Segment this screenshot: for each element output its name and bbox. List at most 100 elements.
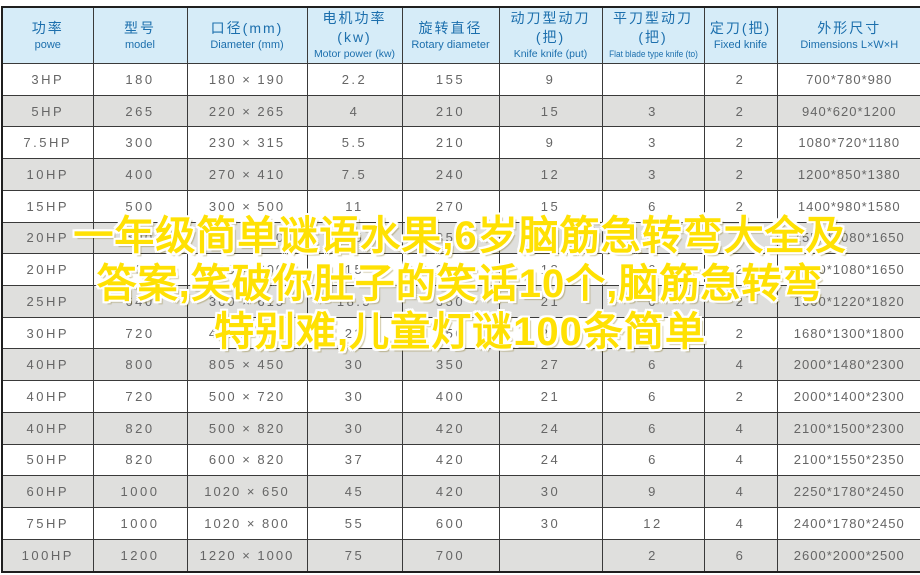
cell-knife: 9	[498, 63, 603, 96]
cell-flat: 6	[601, 380, 705, 413]
cell-power: 7.5HP	[1, 126, 94, 160]
cell-fixed: 4	[703, 411, 778, 445]
cell-dims: 1600*1220*1820	[776, 285, 920, 318]
column-header-en: powe	[34, 38, 61, 51]
cell-fixed: 6	[703, 538, 778, 573]
cell-power: 20HP	[1, 253, 94, 287]
table-row: 20HP 600 360 × 600 15 370 18 6 2 1500*1080*1650	[1, 253, 920, 287]
cell-model: 800	[92, 348, 188, 382]
cell-knife: 24	[498, 316, 603, 350]
cell-diameter: 1020 × 650	[186, 475, 308, 509]
cell-power: 5HP	[1, 94, 94, 128]
column-header-en: Motor power (kw)	[313, 48, 396, 60]
cell-model: 720	[92, 380, 188, 413]
cell-dims: 700*780*980	[776, 63, 920, 96]
cell-diameter: 600 × 820	[186, 443, 308, 477]
cell-model: 500	[92, 221, 188, 255]
cell-dims: 1400*980*1580	[776, 189, 920, 223]
cell-model: 180	[92, 63, 188, 96]
column-header-zh: 定刀(把)	[709, 19, 772, 36]
cell-flat: 2	[601, 538, 705, 573]
cell-power: 15HP	[1, 189, 94, 223]
cell-rotary: 420	[401, 411, 500, 445]
cell-flat: 6	[601, 189, 705, 223]
cell-rotary: 420	[401, 475, 500, 509]
cell-fixed: 4	[703, 348, 778, 382]
cell-motor: 22	[306, 316, 403, 350]
cell-fixed: 2	[703, 63, 778, 96]
table-row: 40HP 820 500 × 820 30 420 24 6 4 2100*1500*2300	[1, 411, 920, 445]
cell-flat: 3	[601, 126, 705, 160]
cell-model: 400	[92, 158, 188, 191]
cell-motor: 2.2	[306, 63, 403, 96]
cell-model: 1000	[92, 475, 188, 509]
cell-diameter: 360 × 500	[186, 221, 308, 255]
table-row: 100HP 1200 1220 × 1000 75 700 2 6 2600*2000*250…	[1, 538, 920, 573]
cell-knife: 21	[498, 221, 603, 255]
cell-dims: 2250*1780*2450	[776, 475, 920, 509]
cell-power: 60HP	[1, 475, 94, 509]
table-row: 60HP 1000 1020 × 650 45 420 30 9 4 2250*1780*245…	[1, 475, 920, 509]
cell-power: 10HP	[1, 158, 94, 191]
column-header-power: 功率 powe	[1, 6, 94, 64]
cell-fixed: 2	[703, 253, 778, 287]
cell-power: 40HP	[1, 348, 94, 382]
table-row: 10HP 400 270 × 410 7.5 240 12 3 2 1200*850*1380	[1, 158, 920, 191]
cell-model: 820	[92, 443, 188, 477]
cell-motor: 18.5	[306, 285, 403, 318]
cell-model: 600	[92, 253, 188, 287]
cell-fixed: 4	[703, 507, 778, 540]
cell-model: 640	[92, 285, 188, 318]
cell-knife: 21	[498, 380, 603, 413]
cell-diameter: 1020 × 800	[186, 507, 308, 540]
cell-power: 3HP	[1, 63, 94, 96]
column-header-zh: 型号	[124, 19, 156, 36]
column-header-rotary: 旋转直径 Rotary diameter	[401, 6, 500, 64]
cell-flat: 6	[601, 316, 705, 350]
cell-dims: 1080*720*1180	[776, 126, 920, 160]
cell-rotary: 350	[401, 221, 500, 255]
cell-rotary: 350	[401, 285, 500, 318]
cell-knife: 27	[498, 348, 603, 382]
cell-rotary: 210	[401, 126, 500, 160]
cell-rotary: 270	[401, 189, 500, 223]
cell-dims: 1200*850*1380	[776, 158, 920, 191]
column-header-model: 型号 model	[92, 6, 188, 64]
column-header-en: Fixed knife	[713, 38, 768, 51]
cell-knife: 24	[498, 443, 603, 477]
column-header-motor: 电机功率(kw) Motor power (kw)	[306, 6, 403, 64]
cell-flat: 6	[601, 443, 705, 477]
cell-motor: 45	[306, 475, 403, 509]
cell-rotary: 370	[401, 253, 500, 287]
cell-fixed: 2	[703, 158, 778, 191]
cell-fixed: 2	[703, 94, 778, 128]
table-row: 30HP 720 400 × 720 22 350 24 6 2 1680*1300*1800	[1, 316, 920, 350]
cell-diameter: 180 × 190	[186, 63, 308, 96]
cell-fixed: 4	[703, 475, 778, 509]
cell-knife	[498, 538, 603, 573]
cell-power: 75HP	[1, 507, 94, 540]
cell-model: 820	[92, 411, 188, 445]
cell-power: 25HP	[1, 285, 94, 318]
cell-diameter: 500 × 720	[186, 380, 308, 413]
cell-rotary: 350	[401, 316, 500, 350]
cell-model: 500	[92, 189, 188, 223]
cell-flat	[601, 63, 705, 96]
cell-motor: 37	[306, 443, 403, 477]
cell-fixed: 4	[703, 443, 778, 477]
column-header-diameter: 口径(mm) Diameter (mm)	[186, 6, 308, 64]
cell-motor: 55	[306, 507, 403, 540]
cell-motor: 75	[306, 538, 403, 573]
cell-rotary: 700	[401, 538, 500, 573]
table-row: 15HP 500 300 × 500 11 270 15 6 2 1400*980*1580	[1, 189, 920, 223]
column-header-en: Dimensions L×W×H	[800, 38, 899, 51]
column-header-zh: 外形尺寸	[817, 19, 882, 36]
cell-motor: 4	[306, 94, 403, 128]
cell-knife: 12	[498, 158, 603, 191]
cell-power: 40HP	[1, 380, 94, 413]
cell-flat: 3	[601, 94, 705, 128]
table-row: 7.5HP 300 230 × 315 5.5 210 9 3 2 1080*720*1180	[1, 126, 920, 160]
column-header-knife: 动刀型动刀(把) Knife knife (put)	[498, 6, 603, 64]
cell-fixed: 2	[703, 221, 778, 255]
